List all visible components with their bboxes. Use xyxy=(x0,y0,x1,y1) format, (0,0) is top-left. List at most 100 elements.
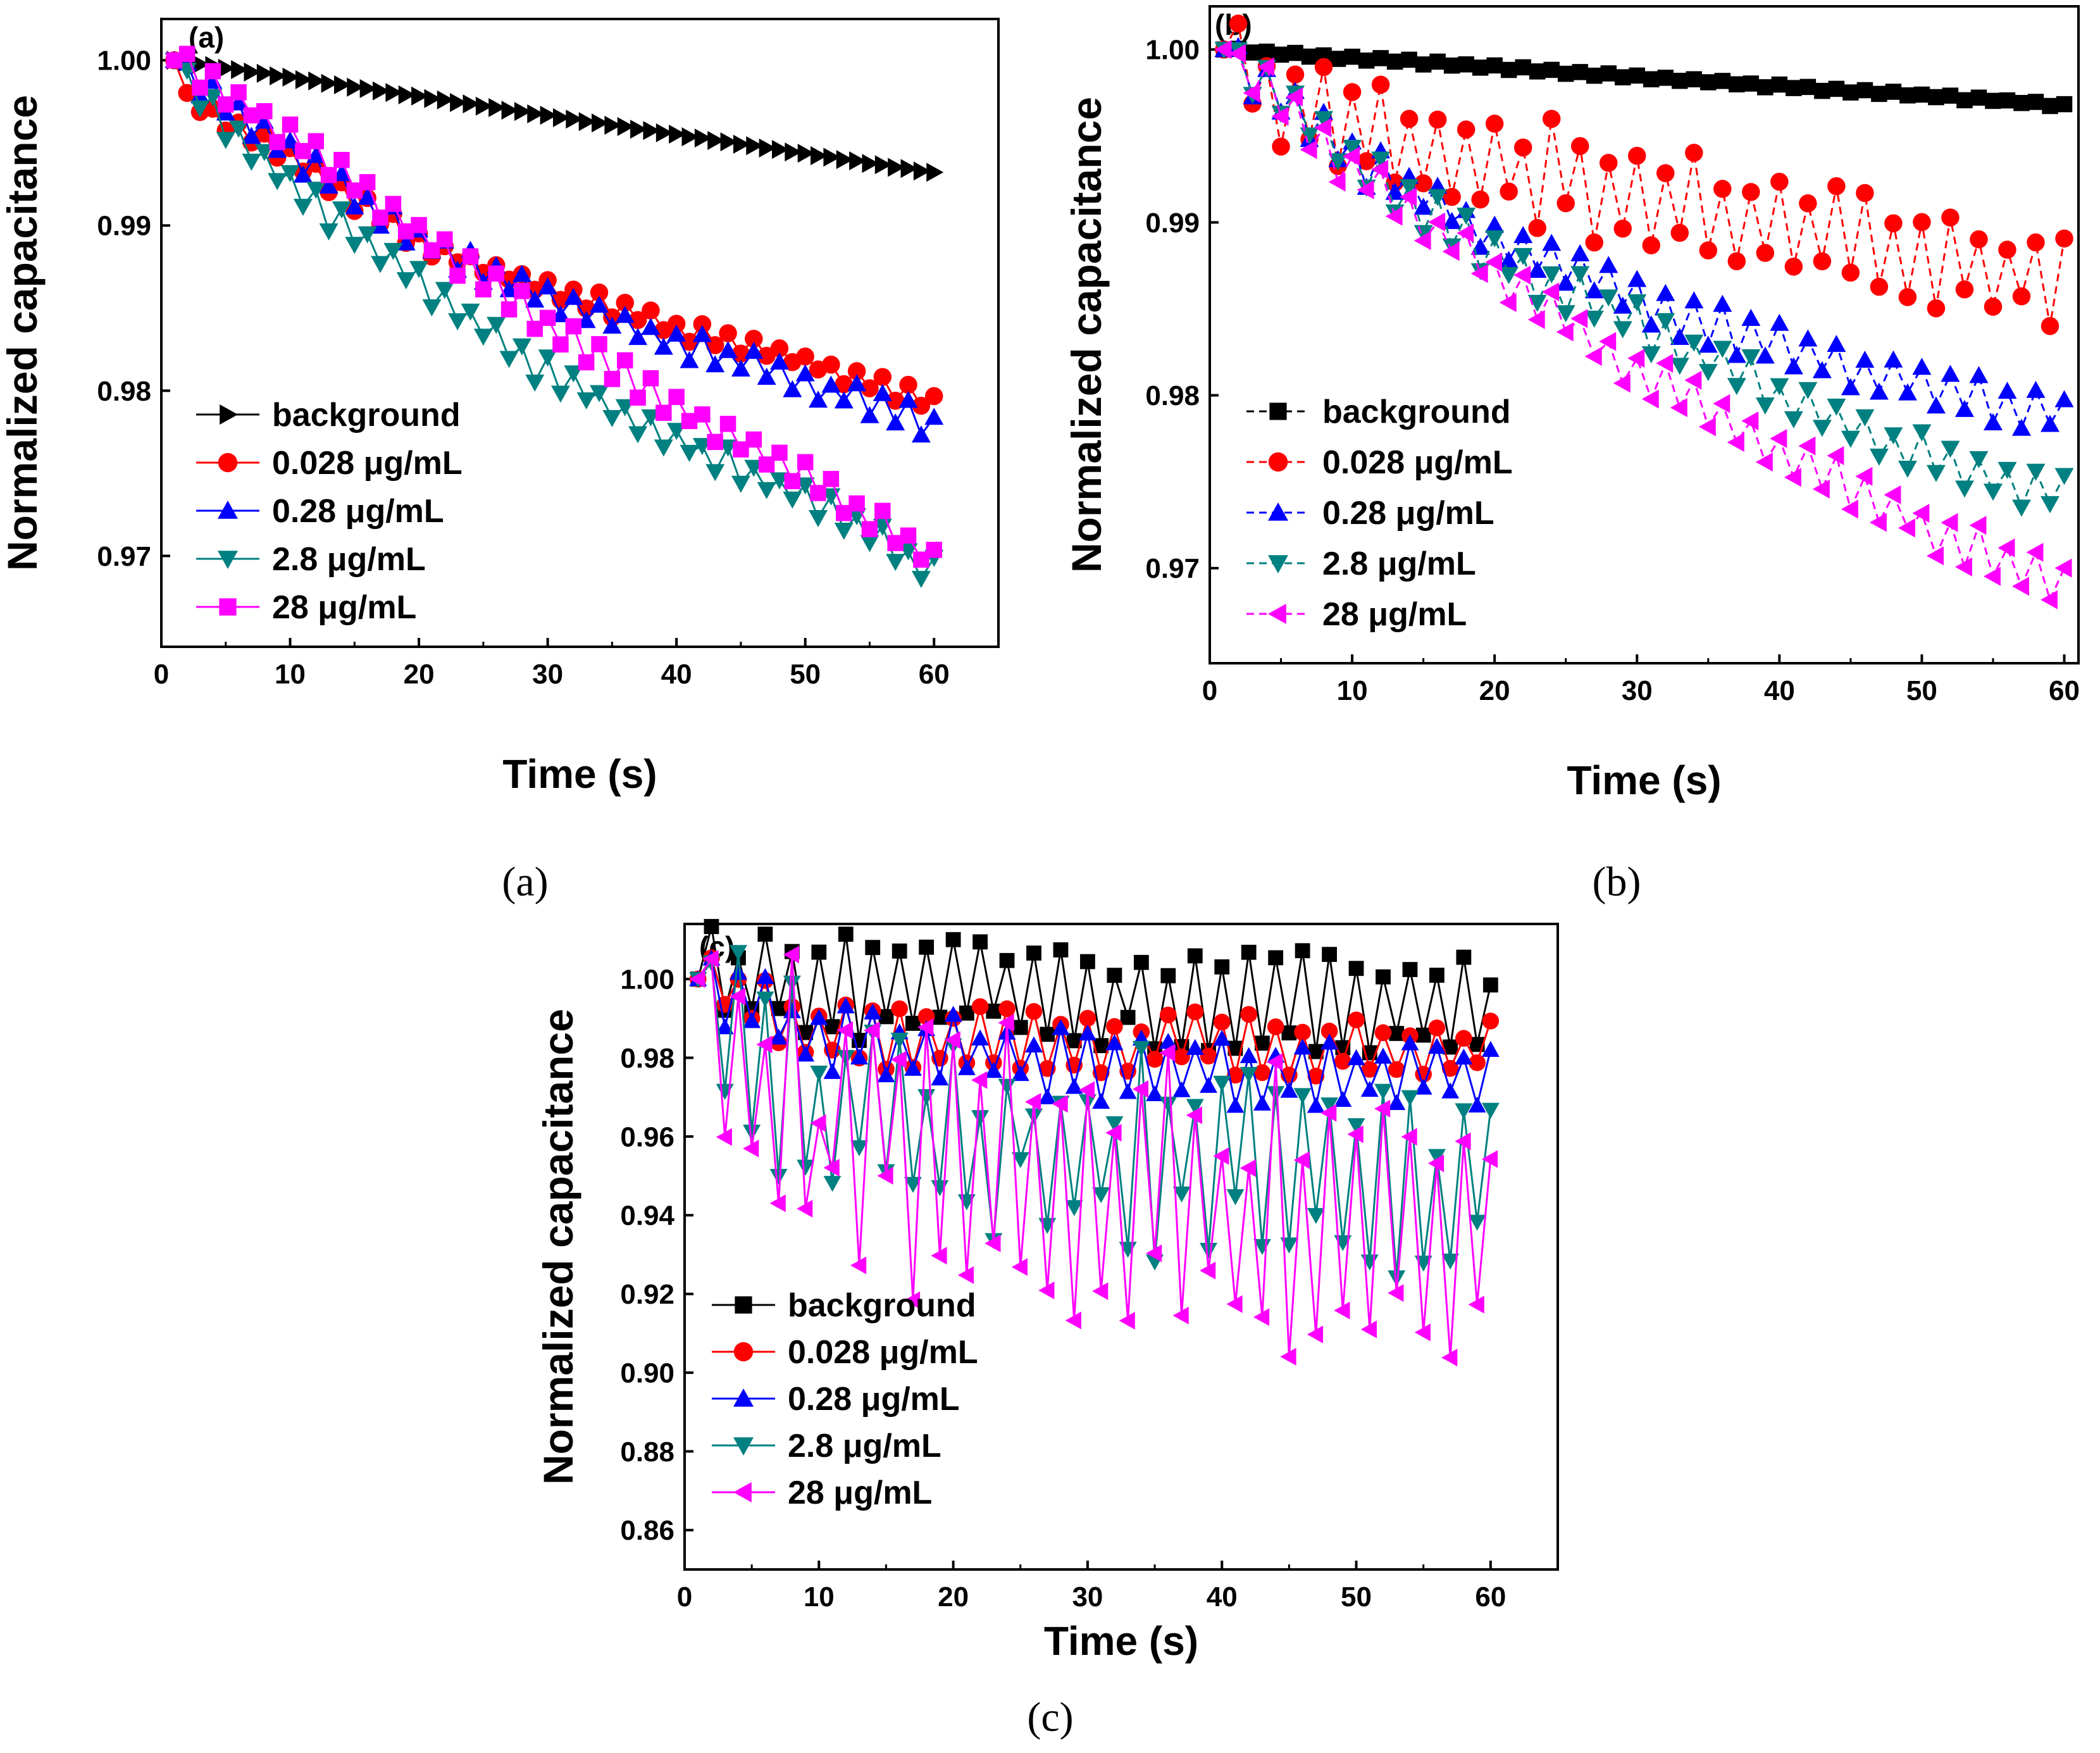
y-tick-label: 0.97 xyxy=(97,541,151,572)
data-point xyxy=(1357,180,1374,199)
data-point xyxy=(1513,247,1533,265)
data-point xyxy=(1741,309,1761,327)
data-point xyxy=(1343,139,1362,157)
data-point xyxy=(1613,220,1632,238)
data-point xyxy=(1869,382,1889,400)
data-point xyxy=(1200,1047,1217,1065)
data-point xyxy=(359,174,376,190)
data-point xyxy=(411,86,429,106)
data-point xyxy=(616,294,634,312)
data-point xyxy=(1770,313,1789,331)
data-point xyxy=(1328,153,1348,171)
data-point xyxy=(1038,1218,1057,1234)
data-point xyxy=(1827,398,1846,416)
data-point xyxy=(1641,389,1659,409)
data-point xyxy=(642,301,660,320)
data-point xyxy=(2054,468,2074,485)
data-point xyxy=(1998,240,2016,259)
legend-entry: 2.8 μg/mL xyxy=(1322,546,1476,582)
data-point xyxy=(1372,50,1389,66)
data-point xyxy=(811,944,827,960)
data-point xyxy=(1320,1022,1338,1040)
data-point xyxy=(1414,1078,1432,1095)
data-point xyxy=(383,242,403,260)
legend-entry: 28 μg/mL xyxy=(788,1475,932,1511)
x-tick-label: 60 xyxy=(1475,1581,1506,1613)
data-point xyxy=(1293,1088,1312,1104)
data-point xyxy=(1213,1147,1229,1165)
data-point xyxy=(320,166,337,184)
legend-marker xyxy=(733,1482,752,1502)
legend-entry: background xyxy=(272,397,461,434)
data-point xyxy=(668,389,685,405)
data-point xyxy=(1172,1186,1191,1203)
data-point xyxy=(824,1019,840,1035)
data-point xyxy=(1119,1311,1135,1330)
data-point xyxy=(810,485,826,501)
data-point xyxy=(1065,1078,1083,1094)
data-point xyxy=(1357,152,1376,170)
data-point xyxy=(862,154,879,173)
y-tick-label: 0.98 xyxy=(1145,380,1200,411)
data-point xyxy=(345,197,364,215)
data-point xyxy=(1328,172,1346,192)
data-point xyxy=(1388,1094,1406,1110)
data-point xyxy=(1813,252,1832,271)
data-point xyxy=(1912,358,1932,375)
data-point xyxy=(931,1069,949,1086)
data-point xyxy=(1360,1080,1379,1097)
data-point xyxy=(655,404,672,421)
data-point xyxy=(1105,1034,1124,1051)
data-point xyxy=(769,1194,786,1213)
data-point xyxy=(898,543,918,561)
data-point xyxy=(796,347,814,366)
data-point xyxy=(321,73,339,93)
data-point xyxy=(945,932,961,947)
data-point xyxy=(641,409,661,427)
data-point xyxy=(1827,177,1846,196)
data-point xyxy=(1186,1039,1204,1055)
data-point xyxy=(1267,1052,1283,1071)
data-point xyxy=(795,364,815,382)
series-5 xyxy=(166,46,942,568)
data-point xyxy=(1401,1034,1419,1051)
data-point xyxy=(371,256,390,273)
data-point xyxy=(424,89,442,108)
data-point xyxy=(256,103,273,120)
data-point xyxy=(1542,234,1562,251)
data-point xyxy=(2011,577,2029,596)
data-point xyxy=(1513,138,1532,157)
data-point xyxy=(1079,1009,1097,1027)
data-point xyxy=(1400,109,1419,128)
data-point xyxy=(1300,127,1319,145)
data-point xyxy=(1429,968,1445,983)
data-point xyxy=(1293,1151,1310,1170)
data-point xyxy=(1913,213,1931,232)
series-1 xyxy=(1215,41,2073,115)
data-point xyxy=(282,67,300,87)
data-point xyxy=(912,396,931,415)
data-point xyxy=(957,1266,974,1284)
data-point xyxy=(1613,296,1632,314)
data-point xyxy=(1455,1103,1473,1120)
data-point xyxy=(1656,284,1675,301)
data-point xyxy=(396,272,416,290)
data-point xyxy=(1670,328,1689,346)
data-point xyxy=(1485,230,1505,247)
data-point xyxy=(333,151,350,168)
data-point xyxy=(1053,942,1069,958)
x-tick-label: 0 xyxy=(677,1581,692,1613)
data-point xyxy=(1172,1306,1189,1325)
data-point xyxy=(821,375,841,393)
data-point xyxy=(693,315,712,334)
data-point xyxy=(1092,1282,1109,1301)
data-point xyxy=(1348,1011,1365,1028)
data-point xyxy=(345,237,364,254)
data-point xyxy=(1997,538,2015,558)
x-tick-label: 20 xyxy=(938,1581,969,1613)
data-point xyxy=(192,54,210,74)
data-point xyxy=(2027,233,2045,252)
data-point xyxy=(1869,448,1889,466)
data-point xyxy=(1066,1033,1082,1049)
data-point xyxy=(1267,1018,1284,1035)
